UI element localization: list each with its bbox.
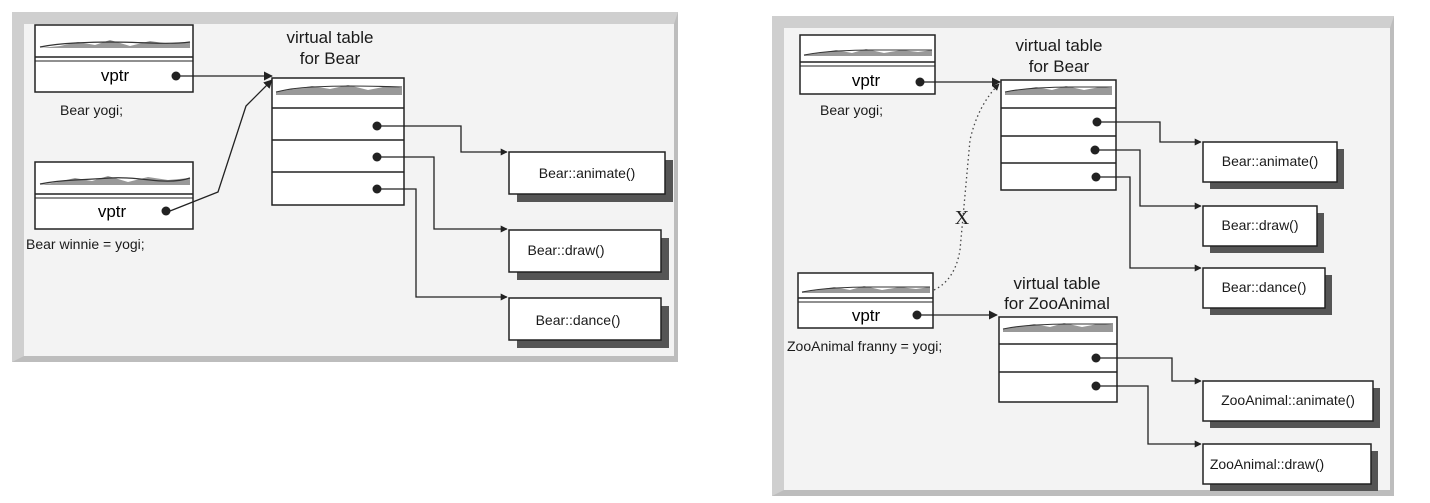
vtable-bear-right bbox=[1000, 79, 1117, 191]
svg-text:Bear::dance(): Bear::dance() bbox=[1222, 279, 1307, 295]
right-diagram: vptr Bear yogi; vptr ZooAnimal franny = … bbox=[787, 34, 1380, 491]
vtable-bear bbox=[271, 77, 405, 206]
svg-text:Bear::dance(): Bear::dance() bbox=[536, 312, 621, 328]
object-zooanimal-franny: vptr bbox=[797, 272, 934, 329]
function-zooanimal-animate: ZooAnimal::animate() bbox=[1202, 380, 1380, 428]
function-bear-animate: Bear::animate() bbox=[508, 151, 673, 202]
vptr-label: vptr bbox=[101, 66, 130, 85]
svg-text:Bear::draw(): Bear::draw() bbox=[527, 242, 604, 258]
caption-zooanimal-franny: ZooAnimal franny = yogi; bbox=[787, 338, 942, 354]
vptr-dot bbox=[915, 77, 925, 87]
vptr-dot bbox=[171, 71, 181, 81]
svg-text:Bear::draw(): Bear::draw() bbox=[1221, 217, 1298, 233]
vptr-label: vptr bbox=[98, 202, 127, 221]
function-bear-animate-right: Bear::animate() bbox=[1202, 141, 1344, 189]
object-bear-yogi-right: vptr bbox=[799, 34, 936, 95]
caption-bear-yogi-right: Bear yogi; bbox=[820, 102, 883, 118]
zoo-vtable-title-line2: for ZooAnimal bbox=[1004, 294, 1110, 313]
vtable-title-line2: for Bear bbox=[300, 49, 361, 68]
bear-vtable-title-line2: for Bear bbox=[1029, 57, 1090, 76]
vptr-dot bbox=[912, 310, 922, 320]
function-bear-draw-right: Bear::draw() bbox=[1202, 205, 1324, 253]
caption-bear-winnie: Bear winnie = yogi; bbox=[26, 236, 145, 252]
caption-bear-yogi: Bear yogi; bbox=[60, 102, 123, 118]
vtable-zooanimal bbox=[998, 316, 1118, 403]
right-arrows bbox=[921, 77, 1202, 448]
vptr-dot bbox=[161, 206, 171, 216]
dotted-invalid-link bbox=[933, 83, 1000, 291]
vptr-label: vptr bbox=[852, 71, 881, 90]
invalid-mark-x: X bbox=[955, 207, 970, 229]
left-arrows bbox=[169, 71, 508, 301]
function-bear-draw: Bear::draw() bbox=[508, 229, 669, 280]
bear-vtable-title-line1: virtual table bbox=[1016, 36, 1103, 55]
object-bear-winnie: vptr bbox=[34, 161, 194, 230]
svg-text:ZooAnimal::animate(): ZooAnimal::animate() bbox=[1221, 392, 1355, 408]
function-bear-dance: Bear::dance() bbox=[508, 297, 669, 348]
left-diagram: vptr Bear yogi; vptr Bear winnie = yogi;… bbox=[26, 24, 673, 348]
function-zooanimal-draw: ZooAnimal::draw() bbox=[1202, 443, 1378, 491]
svg-text:Bear::animate(): Bear::animate() bbox=[539, 165, 635, 181]
vtable-title-line1: virtual table bbox=[287, 28, 374, 47]
zoo-vtable-title-line1: virtual table bbox=[1014, 274, 1101, 293]
svg-text:ZooAnimal::draw(): ZooAnimal::draw() bbox=[1210, 456, 1324, 472]
svg-text:Bear::animate(): Bear::animate() bbox=[1222, 153, 1318, 169]
function-bear-dance-right: Bear::dance() bbox=[1202, 267, 1332, 315]
object-bear-yogi: vptr bbox=[34, 24, 194, 93]
vptr-label: vptr bbox=[852, 306, 881, 325]
